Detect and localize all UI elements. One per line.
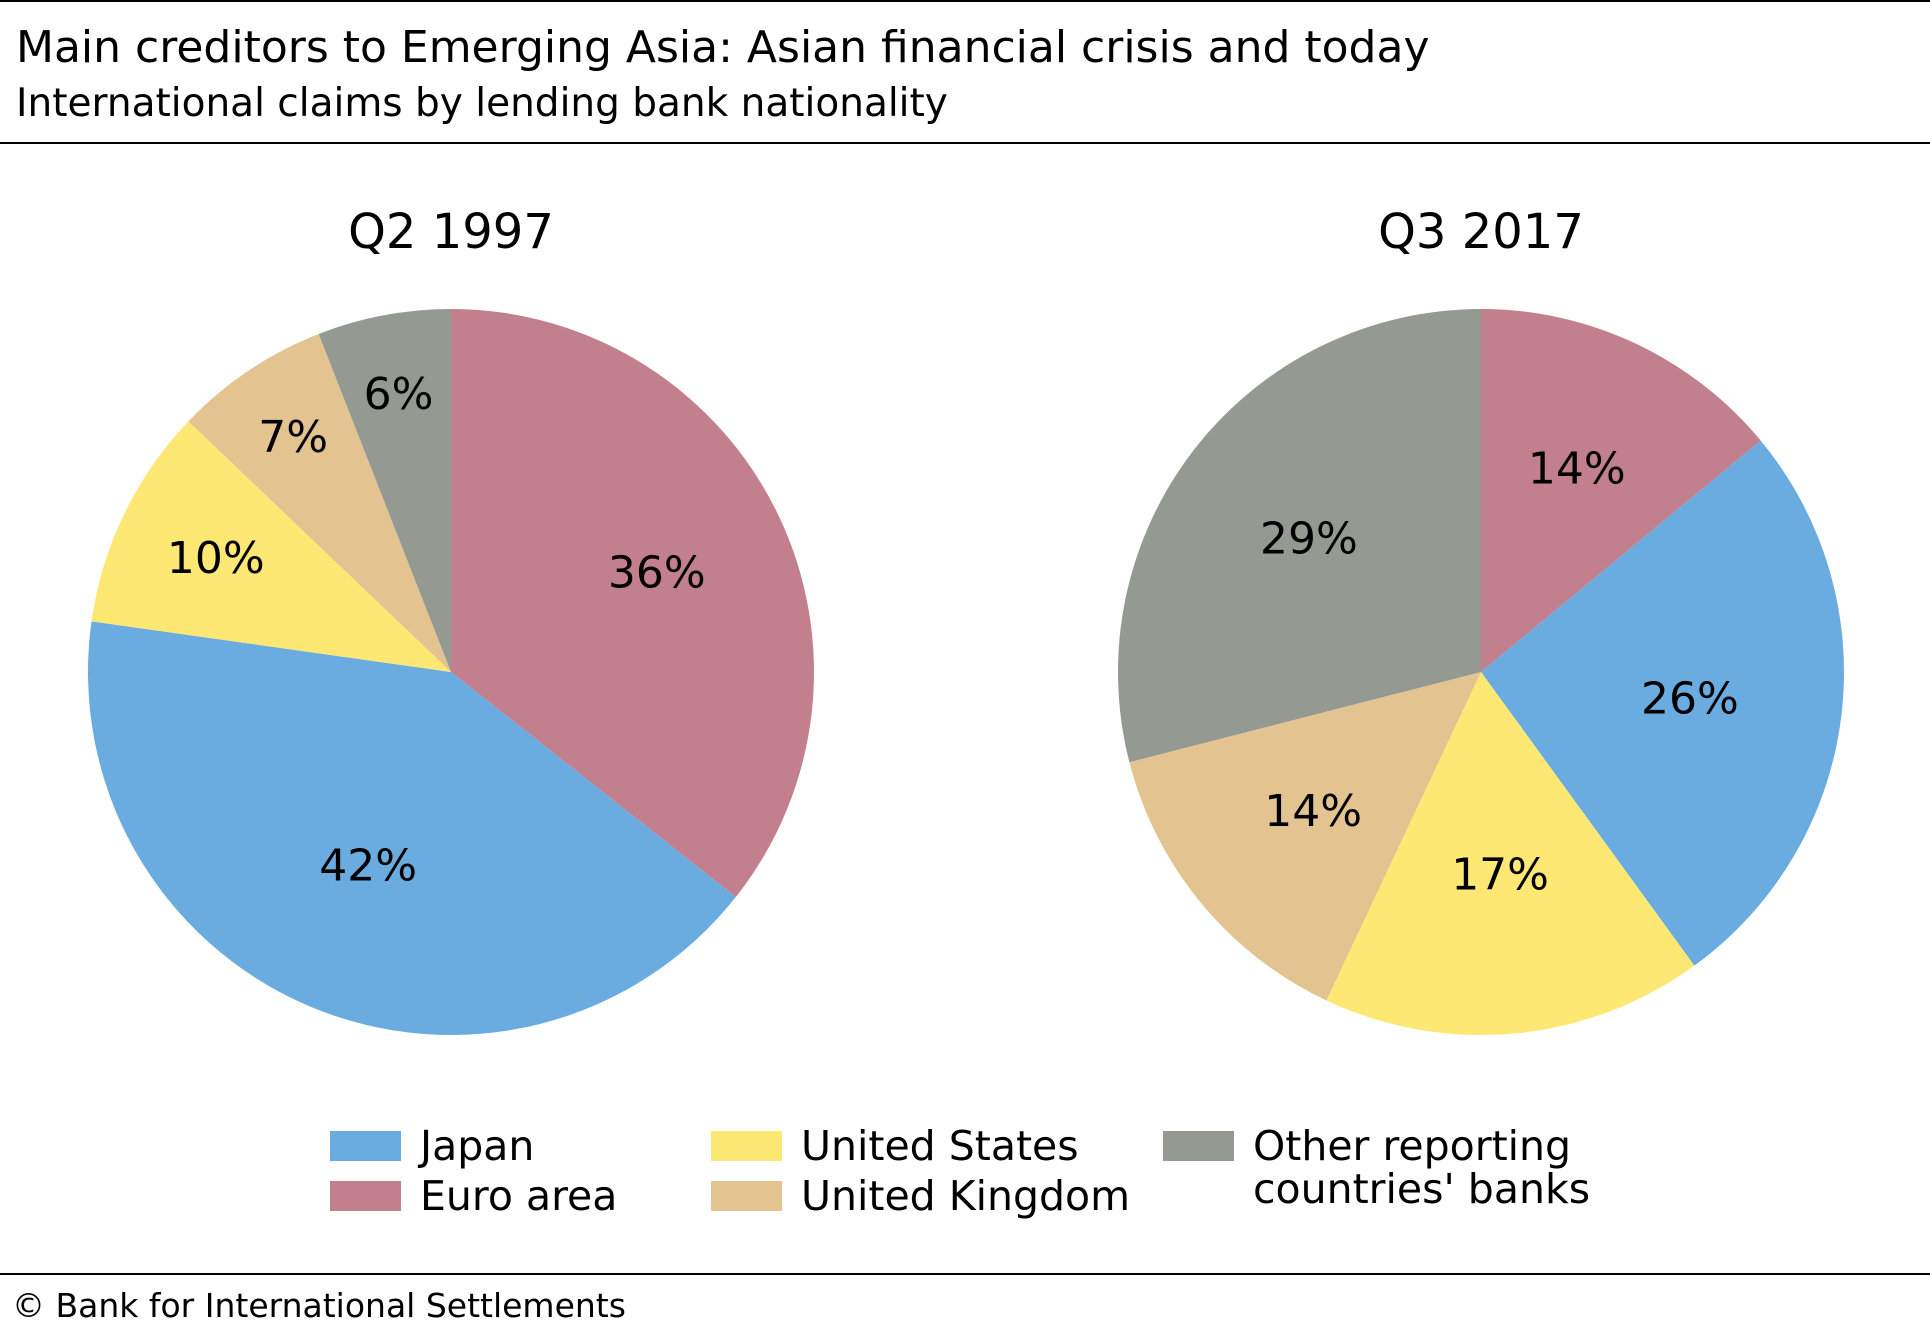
pie-label-other-reporting-countries-banks: 6%	[364, 369, 434, 420]
legend-swatch-euro-area	[330, 1181, 401, 1211]
header-rule	[0, 142, 1930, 144]
pie-slice-japan	[1481, 440, 1844, 966]
top-rule	[0, 0, 1930, 2]
copyright-footer: © Bank for International Settlements	[12, 1286, 626, 1325]
pie-slice-japan	[88, 621, 736, 1035]
pie-slice-united-states	[1326, 672, 1695, 1035]
legend-swatch-united-kingdom	[711, 1181, 782, 1211]
pie-label-united-states: 10%	[167, 533, 265, 584]
pie-slice-united-kingdom	[1129, 672, 1481, 1001]
footer-rule	[0, 1273, 1930, 1275]
pie-slice-united-states	[91, 421, 452, 672]
pie-slice-euro-area	[1481, 309, 1761, 672]
pie-label-united-kingdom: 7%	[258, 412, 328, 463]
pie-label-japan: 42%	[319, 841, 417, 892]
chart-title: Main creditors to Emerging Asia: Asian f…	[16, 22, 1430, 73]
pie-title-2017: Q3 2017	[1378, 204, 1584, 260]
pie-label-other-reporting-countries-banks: 29%	[1260, 514, 1358, 565]
legend-swatch-other	[1163, 1131, 1234, 1161]
legend-swatch-united-states	[711, 1131, 782, 1161]
legend-label-euro-area: Euro area	[420, 1172, 617, 1220]
legend-label-united-kingdom: United Kingdom	[801, 1172, 1130, 1220]
legend-label-other-line2: countries' banks	[1253, 1165, 1590, 1213]
pie-q2-1997: 36% 42% 10% 7% 6%	[88, 309, 814, 1035]
legend-swatch-japan	[330, 1131, 401, 1161]
pie-slice-euro-area	[451, 309, 814, 898]
legend-label-japan: Japan	[417, 1122, 534, 1170]
legend-label-united-states: United States	[801, 1122, 1079, 1170]
pie-slice-other-reporting-countries-banks	[318, 309, 451, 672]
pie-label-euro-area: 36%	[608, 547, 706, 598]
pie-label-japan: 26%	[1641, 673, 1739, 724]
pie-q3-2017: 14% 26% 17% 14% 29%	[1117, 309, 1844, 1035]
pie-label-united-kingdom: 14%	[1264, 786, 1362, 837]
pie-label-united-states: 17%	[1451, 849, 1549, 900]
chart-subtitle: International claims by lending bank nat…	[16, 81, 948, 126]
pie-slice-united-kingdom	[188, 333, 451, 672]
legend: Japan Euro area United States United Kin…	[330, 1122, 1590, 1220]
pie-title-1997: Q2 1997	[348, 204, 554, 260]
legend-label-other-line1: Other reporting	[1253, 1122, 1571, 1170]
pie-label-euro-area: 14%	[1528, 443, 1626, 494]
pie-slice-other-reporting-countries-banks	[1117, 309, 1481, 763]
